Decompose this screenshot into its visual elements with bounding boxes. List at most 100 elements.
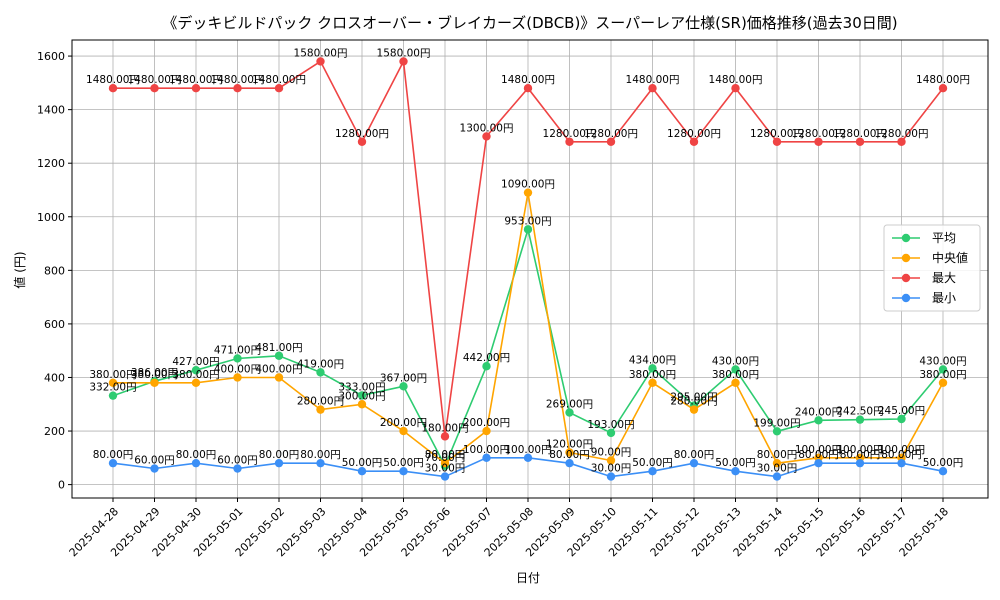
data-point: [316, 405, 325, 414]
data-point: [399, 382, 408, 391]
data-label: 50.00円: [923, 457, 964, 469]
data-label: 1090.00円: [501, 179, 555, 191]
data-label: 442.00円: [463, 352, 510, 364]
data-label: 1280.00円: [335, 128, 389, 140]
data-label: 481.00円: [255, 342, 302, 354]
data-label: 400.00円: [255, 363, 302, 375]
data-label: 80.00円: [425, 449, 466, 461]
data-point: [855, 415, 865, 424]
grid-layer: [72, 40, 988, 498]
series-1: [108, 225, 948, 471]
data-label: 100.00円: [836, 444, 883, 456]
data-point: [897, 137, 906, 146]
data-label: 1280.00円: [792, 128, 846, 140]
data-point: [233, 464, 242, 473]
data-point: [938, 365, 948, 374]
data-label: 30.00円: [757, 463, 798, 475]
data-point: [897, 458, 906, 468]
data-point: [357, 400, 367, 409]
data-point: [440, 432, 450, 441]
data-label: 280.00円: [297, 396, 344, 408]
data-point: [274, 84, 284, 93]
data-point: [233, 354, 242, 363]
data-label: 100.00円: [878, 444, 925, 456]
data-point: [316, 368, 325, 377]
data-point: [191, 458, 201, 468]
data-point: [399, 467, 408, 476]
data-point: [814, 416, 823, 425]
data-point: [191, 84, 201, 93]
data-label: 1480.00円: [626, 74, 680, 86]
data-label: 300.00円: [338, 390, 385, 402]
data-point: [689, 458, 699, 468]
data-point: [606, 456, 616, 465]
data-label: 100.00円: [463, 444, 510, 456]
data-label: 30.00円: [425, 463, 466, 475]
data-point: [316, 57, 325, 66]
legend-label: 最大: [932, 271, 956, 285]
data-point: [772, 458, 782, 468]
data-label: 50.00円: [383, 457, 424, 469]
data-label: 1480.00円: [252, 74, 306, 86]
data-label: 430.00円: [919, 355, 966, 367]
data-label: 70.00円: [425, 452, 466, 464]
data-point: [191, 378, 201, 388]
data-label: 193.00円: [587, 419, 634, 431]
data-label: 1580.00円: [377, 47, 431, 59]
data-label: 269.00円: [546, 399, 593, 411]
data-point: [150, 84, 159, 93]
y-tick-label: 1400: [37, 104, 65, 117]
data-point: [606, 137, 616, 146]
data-point: [399, 426, 408, 436]
data-label: 1280.00円: [584, 128, 638, 140]
data-label: 245.00円: [878, 405, 925, 417]
data-point: [606, 428, 616, 438]
data-label: 200.00円: [380, 417, 427, 429]
data-label: 1300.00円: [460, 122, 514, 134]
data-label: 90.00円: [591, 447, 632, 459]
data-point: [938, 467, 948, 476]
data-label: 367.00円: [380, 372, 427, 384]
data-label: 380.00円: [919, 369, 966, 381]
data-label: 50.00円: [342, 457, 383, 469]
data-point: [938, 378, 948, 388]
data-point: [897, 414, 906, 424]
data-label: 434.00円: [629, 354, 676, 366]
data-label: 1280.00円: [833, 128, 887, 140]
data-point: [731, 467, 740, 476]
data-label: 386.00円: [131, 367, 178, 379]
data-point: [648, 364, 657, 373]
data-label: 380.00円: [172, 369, 219, 381]
data-label: 1480.00円: [916, 74, 970, 86]
data-point: [731, 378, 740, 388]
data-label: 242.50円: [836, 406, 883, 418]
data-label: 295.00円: [670, 392, 717, 404]
data-point: [399, 57, 408, 66]
data-label: 1580.00円: [294, 47, 348, 59]
data-label: 80.00円: [798, 449, 839, 461]
data-point: [855, 458, 865, 468]
data-point: [150, 378, 159, 388]
y-tick-label: 200: [44, 425, 65, 438]
y-tick-label: 600: [44, 318, 65, 331]
data-label: 80.00円: [300, 449, 341, 461]
data-point: [482, 453, 491, 463]
series-layer: [108, 57, 948, 481]
data-label: 80.00円: [176, 449, 217, 461]
data-label: 1280.00円: [875, 128, 929, 140]
data-label: 953.00円: [504, 215, 551, 227]
series-4: [108, 453, 948, 481]
data-label: 380.00円: [629, 369, 676, 381]
data-label: 180.00円: [421, 422, 468, 434]
data-label: 80.00円: [840, 449, 881, 461]
data-label: 333.00円: [338, 381, 385, 393]
data-label: 380.00円: [89, 369, 136, 381]
legend-label: 中央値: [932, 250, 968, 265]
data-label: 80.00円: [259, 449, 300, 461]
data-label: 1480.00円: [211, 74, 265, 86]
data-label: 332.00円: [89, 382, 136, 394]
y-axis-label: 値 (円): [12, 251, 27, 288]
data-point: [731, 84, 740, 93]
